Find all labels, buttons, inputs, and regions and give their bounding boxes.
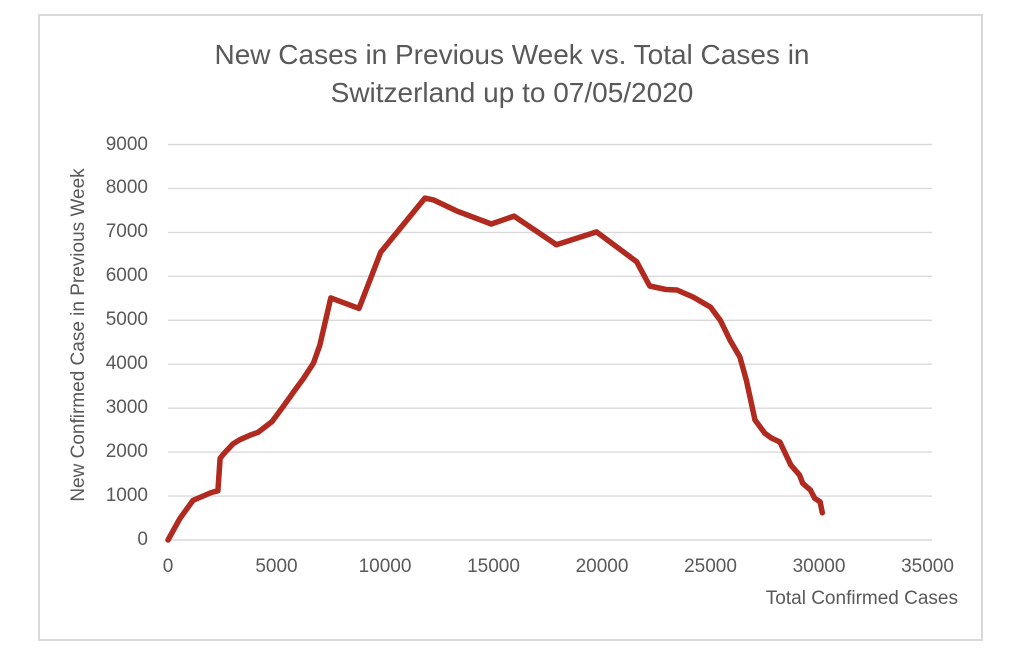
y-tick-label: 6000 bbox=[105, 265, 148, 287]
y-tick-label: 0 bbox=[137, 529, 148, 550]
chart-title: New Cases in Previous Week vs. Total Cas… bbox=[214, 39, 810, 108]
y-tick-label: 3000 bbox=[105, 397, 148, 419]
x-tick-label: 0 bbox=[162, 556, 174, 577]
x-axis-title: Total Confirmed Cases bbox=[765, 588, 958, 609]
y-tick-label: 8000 bbox=[105, 177, 148, 199]
y-tick-label: 7000 bbox=[105, 221, 148, 243]
y-tick-label: 4000 bbox=[105, 353, 148, 375]
x-tick-label: 5000 bbox=[255, 556, 298, 577]
y-tick-label: 5000 bbox=[105, 309, 148, 331]
y-tick-label: 2000 bbox=[105, 441, 148, 463]
x-tick-label: 10000 bbox=[358, 556, 412, 577]
y-tick-label: 9000 bbox=[105, 133, 148, 155]
x-tick-label: 35000 bbox=[901, 556, 954, 577]
x-tick-label: 15000 bbox=[467, 556, 520, 577]
x-tick-label: 30000 bbox=[792, 556, 846, 577]
y-tick-label: 1000 bbox=[105, 485, 148, 507]
y-axis-title: New Confirmed Case in Previous Week bbox=[68, 168, 89, 502]
x-tick-label: 25000 bbox=[684, 556, 737, 577]
x-tick-label: 20000 bbox=[575, 556, 629, 577]
